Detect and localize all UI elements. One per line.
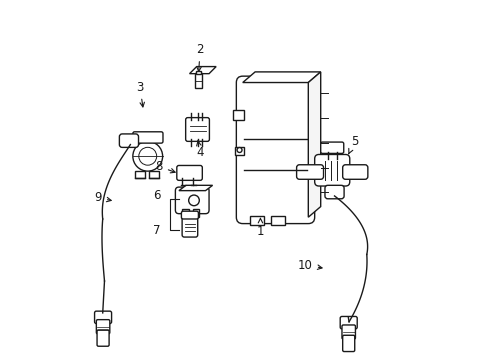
FancyBboxPatch shape (96, 320, 110, 334)
FancyBboxPatch shape (185, 118, 209, 141)
Text: 7: 7 (152, 224, 160, 237)
FancyBboxPatch shape (325, 185, 344, 199)
FancyBboxPatch shape (97, 330, 109, 346)
Text: 6: 6 (152, 189, 160, 202)
Text: 8: 8 (155, 160, 175, 173)
FancyBboxPatch shape (296, 165, 323, 179)
Bar (232, 110, 244, 120)
FancyBboxPatch shape (175, 187, 209, 214)
Polygon shape (242, 72, 320, 82)
Circle shape (139, 147, 156, 165)
FancyBboxPatch shape (182, 215, 197, 237)
Text: 1: 1 (256, 219, 264, 238)
FancyBboxPatch shape (342, 165, 367, 179)
Bar (234, 148, 244, 155)
FancyBboxPatch shape (133, 132, 163, 143)
FancyBboxPatch shape (119, 134, 138, 147)
Circle shape (133, 141, 163, 171)
Bar (148, 171, 159, 177)
FancyBboxPatch shape (177, 166, 202, 180)
Circle shape (188, 195, 199, 206)
Bar (195, 73, 202, 88)
FancyBboxPatch shape (342, 335, 354, 352)
Polygon shape (307, 72, 320, 217)
FancyBboxPatch shape (320, 142, 343, 153)
Text: 4: 4 (196, 140, 203, 159)
Bar (249, 216, 264, 225)
FancyBboxPatch shape (181, 211, 198, 219)
Circle shape (237, 148, 242, 153)
Text: 10: 10 (297, 258, 322, 271)
FancyBboxPatch shape (341, 325, 355, 339)
Text: 5: 5 (348, 135, 357, 154)
Bar (134, 171, 145, 177)
FancyBboxPatch shape (94, 311, 111, 324)
Polygon shape (179, 185, 212, 191)
Polygon shape (189, 67, 216, 74)
FancyBboxPatch shape (314, 154, 349, 186)
Text: 3: 3 (136, 81, 144, 107)
Text: 2: 2 (196, 43, 203, 71)
Bar (182, 210, 188, 217)
FancyBboxPatch shape (236, 76, 314, 224)
Text: 9: 9 (94, 191, 111, 204)
Bar (270, 216, 285, 225)
Bar (196, 71, 201, 74)
Bar (193, 210, 199, 217)
FancyBboxPatch shape (340, 316, 356, 329)
